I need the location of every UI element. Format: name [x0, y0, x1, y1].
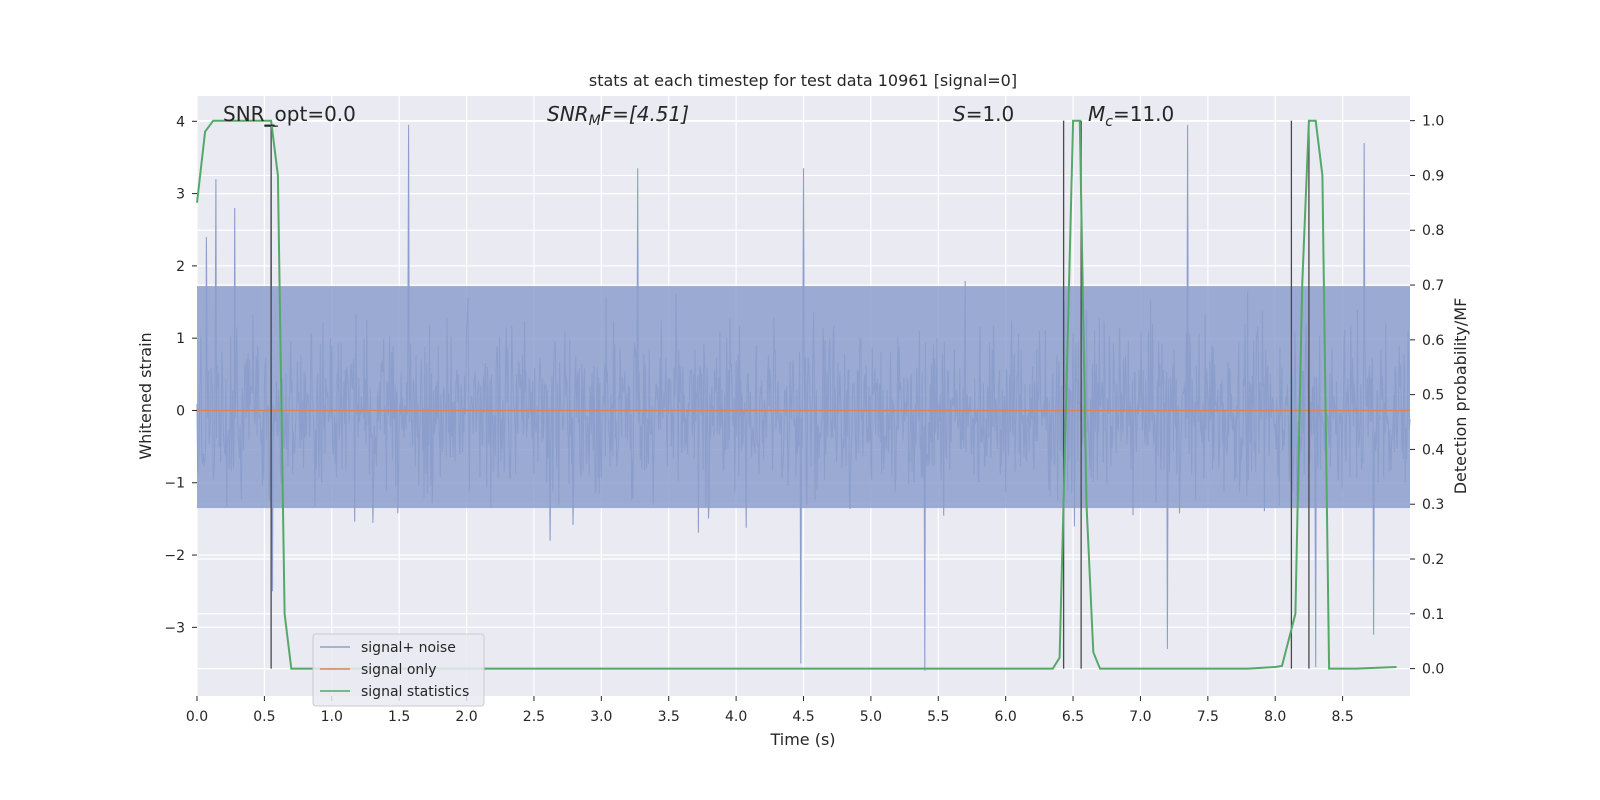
x-tick-label: 4.0 [725, 709, 747, 725]
x-tick-label: 6.0 [995, 709, 1017, 725]
annotation-snr-mf-suffix: F=[4.51] [601, 102, 689, 126]
x-tick-label: 7.0 [1129, 709, 1151, 725]
y-tick-label: 2 [176, 259, 185, 275]
legend-box [312, 633, 485, 707]
legend-label-signal-noise: signal+ noise [361, 640, 456, 656]
overlay-series [196, 119, 1410, 670]
annotation-s-value: =1.0 [966, 102, 1015, 126]
y-tick-label: −2 [164, 548, 185, 564]
x-tick-label: 3.0 [590, 709, 612, 725]
x-tick-label: 0.5 [253, 709, 275, 725]
x-tick-label: 8.0 [1264, 709, 1286, 725]
legend-label-signal-statistics: signal statistics [361, 684, 469, 700]
x-tick-label: 0.0 [186, 709, 208, 725]
y-tick-label: 3 [176, 187, 185, 203]
y-tick-label: 4 [176, 114, 185, 130]
y-tick-label: −3 [164, 620, 185, 636]
signal-noise-series [196, 121, 1411, 671]
x-tick-label: 1.5 [388, 709, 410, 725]
y2-axis-label: Detection probability/MF [1451, 298, 1470, 495]
annotation-snr-opt: SNR_opt=0.0 [223, 102, 356, 126]
y-tick-label: 1 [176, 331, 185, 347]
y2-tick-label: 0.0 [1422, 662, 1444, 678]
y2-tick-label: 0.3 [1422, 497, 1444, 513]
axis-ticks: 0.0 0.5 1.0 1.5 2.0 2.5 3.0 3.5 4.0 4.5 5.0 5.5 6.0 6… [164, 114, 1444, 725]
x-tick-label: 6.5 [1062, 709, 1084, 725]
y2-tick-label: 0.4 [1422, 442, 1444, 458]
x-tick-label: 2.5 [523, 709, 545, 725]
y2-tick-label: 0.9 [1422, 168, 1444, 184]
x-tick-label: 3.5 [658, 709, 680, 725]
y2-tick-label: 0.6 [1422, 333, 1444, 349]
legend-label-signal-only: signal only [361, 662, 436, 678]
x-tick-label: 1.0 [321, 709, 343, 725]
x-axis-label: Time (s) [769, 730, 835, 749]
y-tick-label: 0 [176, 403, 185, 419]
y-tick-label: −1 [164, 476, 185, 492]
x-tick-label: 7.5 [1197, 709, 1219, 725]
annotation-mc: Mc=11.0 [1088, 102, 1174, 130]
chart-title: stats at each timestep for test data 109… [589, 71, 1017, 90]
y2-tick-label: 1.0 [1422, 114, 1444, 130]
signal-noise-line [196, 121, 1411, 671]
y2-tick-label: 0.5 [1422, 388, 1444, 404]
y-axis-label: Whitened strain [136, 332, 155, 459]
annotation-mc-value: =11.0 [1113, 102, 1174, 126]
x-tick-label: 8.5 [1331, 709, 1353, 725]
annotation-mc-sub: c [1105, 114, 1113, 130]
y2-tick-label: 0.8 [1422, 223, 1444, 239]
signal-statistics-line [196, 119, 1397, 670]
annotation-s: S=1.0 [953, 102, 1014, 126]
annotation-snr-mf-sub: M [589, 113, 601, 129]
y2-tick-label: 0.2 [1422, 552, 1444, 568]
x-tick-label: 5.5 [927, 709, 949, 725]
x-tick-label: 4.5 [792, 709, 814, 725]
x-tick-label: 5.0 [860, 709, 882, 725]
annotation-mc-var: M [1088, 102, 1105, 126]
y2-tick-label: 0.7 [1422, 278, 1444, 294]
annotation-snr-mf: SNRMF=[4.51] [547, 102, 689, 129]
annotation-snr-mf-prefix: SNR [547, 102, 589, 126]
y2-tick-label: 0.1 [1422, 607, 1444, 623]
x-tick-label: 2.0 [455, 709, 477, 725]
legend: signal+ noise signal only signal statist… [312, 633, 485, 707]
annotation-s-var: S [953, 102, 966, 126]
